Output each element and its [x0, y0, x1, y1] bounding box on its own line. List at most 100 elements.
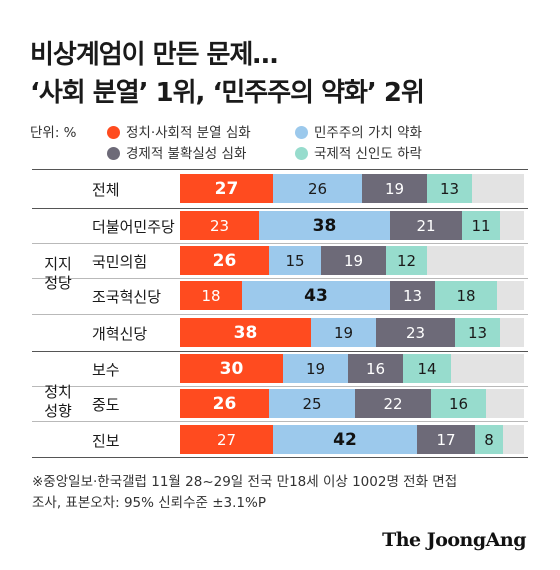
data-label: 19 [343, 251, 364, 270]
divider-top [32, 169, 528, 170]
group-label-line: 정치 [44, 383, 72, 401]
bar-segment: 19 [362, 174, 427, 203]
bar-segment: 38 [180, 318, 311, 347]
data-label: 30 [219, 358, 244, 379]
data-label: 19 [333, 323, 354, 342]
legend-swatch-democracy [295, 126, 308, 139]
data-label: 8 [484, 430, 494, 449]
bar-track: 26 25 22 16 [180, 389, 524, 418]
data-label: 13 [439, 179, 460, 198]
bar-segment: 38 [259, 211, 390, 240]
data-label: 12 [396, 251, 417, 270]
bar-segment: 19 [321, 246, 386, 275]
bar-segment: 18 [180, 281, 242, 310]
bar-segment: 22 [355, 389, 431, 418]
data-label: 19 [305, 359, 326, 378]
legend-swatch-international [295, 147, 308, 160]
data-label: 16 [365, 359, 386, 378]
divider-row [32, 386, 528, 387]
data-label: 27 [214, 178, 239, 199]
bar-segment: 13 [455, 318, 500, 347]
divider-row [32, 278, 528, 279]
bar-segment: 16 [348, 354, 403, 383]
data-label: 23 [405, 323, 426, 342]
data-label: 11 [471, 216, 491, 235]
data-label: 38 [312, 215, 337, 236]
data-label: 18 [456, 286, 476, 305]
bar-track: 27 26 19 13 [180, 174, 524, 203]
bar-segment: 14 [403, 354, 451, 383]
data-label: 13 [467, 323, 488, 342]
bar-segment: 30 [180, 354, 283, 383]
bar-track: 26 15 19 12 [180, 246, 524, 275]
group-label-line: 정당 [44, 274, 72, 292]
legend-item-social-division: 정치·사회적 분열 심화 [107, 121, 251, 141]
bar-track: 27 42 17 8 [180, 425, 524, 454]
row-label: 보수 [92, 361, 120, 379]
row-label: 전체 [92, 181, 120, 199]
bar-segment: 21 [390, 211, 462, 240]
group-label-line: 성향 [44, 402, 72, 420]
legend-swatch-social-division [107, 126, 120, 139]
bar-segment: 26 [180, 246, 269, 275]
group-label-line: 지지 [44, 255, 72, 273]
bar-track: 18 43 13 18 [180, 281, 524, 310]
data-label: 14 [417, 359, 437, 378]
unit-label: 단위: % [30, 125, 77, 141]
data-label: 42 [333, 429, 357, 450]
bar-track: 30 19 16 14 [180, 354, 524, 383]
bar-segment: 8 [475, 425, 503, 454]
data-label: 21 [416, 216, 436, 235]
group-label-ideology: 정치 성향 [34, 383, 82, 421]
bar-segment: 16 [431, 389, 486, 418]
title-line-1: 비상계엄이 만든 문제… [30, 40, 278, 70]
bar-segment: 26 [180, 389, 269, 418]
source-note-line-2: 조사, 표본오차: 95% 신뢰수준 ±3.1%P [32, 495, 266, 511]
row-label: 개혁신당 [92, 325, 148, 343]
divider-row [32, 421, 528, 422]
bar-segment: 12 [386, 246, 427, 275]
bar-segment: 13 [427, 174, 472, 203]
legend-label: 경제적 불확실성 심화 [126, 146, 247, 162]
row-label: 국민의힘 [92, 253, 148, 271]
brand-logo: The JoongAng [382, 529, 526, 551]
bar-segment: 15 [269, 246, 321, 275]
bar-track: 23 38 21 11 [180, 211, 524, 240]
data-label: 23 [209, 216, 230, 235]
bar-segment: 25 [269, 389, 355, 418]
divider-row [32, 314, 528, 315]
legend-swatch-economy [107, 147, 120, 160]
legend-item-democracy: 민주주의 가치 약화 [295, 121, 422, 141]
row-label: 중도 [92, 396, 120, 414]
bar-segment: 27 [180, 174, 273, 203]
bar-segment: 26 [273, 174, 362, 203]
legend-label: 민주주의 가치 약화 [314, 125, 422, 141]
legend-label: 국제적 신인도 하락 [314, 146, 422, 162]
data-label: 26 [212, 393, 237, 414]
bar-segment: 42 [273, 425, 417, 454]
data-label: 19 [384, 179, 405, 198]
bar-segment: 43 [242, 281, 390, 310]
data-label: 38 [233, 322, 258, 343]
divider-row [32, 243, 528, 244]
data-label: 15 [285, 251, 305, 270]
data-label: 18 [201, 286, 221, 305]
bar-segment: 19 [311, 318, 376, 347]
group-label-party: 지지 정당 [34, 255, 82, 293]
data-label: 25 [302, 394, 322, 413]
data-label: 27 [216, 430, 237, 449]
data-label: 22 [383, 394, 403, 413]
legend-label: 정치·사회적 분열 심화 [126, 125, 251, 141]
bar-segment: 23 [376, 318, 455, 347]
row-label: 조국혁신당 [92, 288, 162, 306]
bar-segment: 19 [283, 354, 348, 383]
divider-bottom [32, 457, 528, 458]
bar-segment: 27 [180, 425, 273, 454]
bar-segment: 13 [390, 281, 435, 310]
row-label: 더불어민주당 [92, 218, 175, 236]
source-note-line-1: ※중앙일보·한국갤럽 11월 28~29일 전국 만18세 이상 1002명 전… [32, 474, 458, 490]
legend-item-international: 국제적 신인도 하락 [295, 142, 422, 162]
data-label: 13 [402, 286, 423, 305]
row-label: 진보 [92, 432, 120, 450]
legend-item-economy: 경제적 불확실성 심화 [107, 142, 246, 162]
